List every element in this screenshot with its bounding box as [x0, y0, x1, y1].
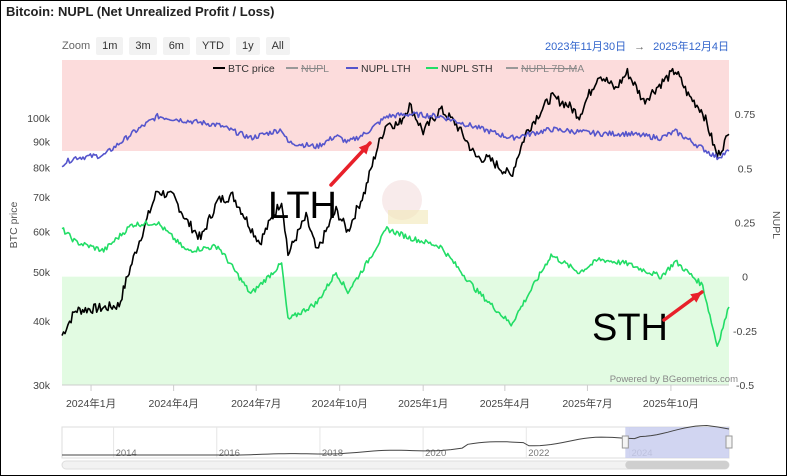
profit-zone [62, 60, 729, 151]
chart-title: Bitcoin: NUPL (Net Unrealized Profit / L… [6, 4, 275, 19]
series-line-nupl-sth [61, 220, 730, 347]
range-arrow: → [634, 41, 646, 53]
legend-label: NUPL LTH [361, 63, 411, 75]
navigator-year-label: 2016 [219, 448, 240, 459]
y-right-tick-label: 0.75 [735, 109, 756, 121]
lth-annotation: LTH [268, 185, 337, 227]
navigator-right-handle[interactable] [725, 435, 733, 449]
navigator-year-label: 2020 [425, 448, 446, 459]
zoom-all-button[interactable]: All [265, 37, 290, 55]
date-to-input[interactable]: 2025年12月4日 [653, 41, 729, 53]
navigator-scrollbar-thumb[interactable] [625, 461, 729, 469]
legend-label: BTC price [228, 63, 275, 75]
arrow-head [358, 143, 370, 155]
navigator-left-handle[interactable] [621, 435, 629, 449]
zoom-3m-button[interactable]: 3m [129, 37, 157, 55]
series-line-btc-price [61, 67, 730, 336]
y-right-tick-label: 0.5 [738, 163, 753, 175]
zoom-6m-button[interactable]: 6m [162, 37, 190, 55]
sth-arrow [662, 290, 704, 322]
arrow-head [690, 292, 702, 303]
watermark-logo [382, 180, 428, 224]
x-tick-label: 2024年7月 [231, 397, 281, 410]
y-left-tick-label: 80k [33, 163, 51, 175]
legend-label: NUPL STH [441, 63, 493, 75]
x-tick-label: 2024年10月 [312, 397, 368, 410]
y-left-tick-label: 50k [33, 267, 51, 279]
legend-item[interactable]: NUPL LTH [346, 63, 411, 75]
zoom-ytd-button[interactable]: YTD [195, 37, 230, 55]
zoom-1m-button[interactable]: 1m [96, 37, 124, 55]
navigator-sparkline [62, 424, 730, 456]
y-left-tick-label: 90k [33, 137, 51, 149]
navigator-frame [61, 426, 730, 459]
navigator-window[interactable] [625, 427, 729, 458]
y-left-axis-title: BTC price [8, 202, 20, 249]
y-right-tick-label: -0.25 [733, 326, 757, 338]
watermark-bar [388, 210, 428, 224]
legend-item[interactable]: NUPL STH [426, 63, 493, 75]
navigator-year-label: 2014 [116, 448, 137, 459]
legend-item[interactable]: NUPL [286, 63, 329, 75]
date-range: 2023年11月30日 → 2025年12月4日 [545, 38, 729, 54]
zoom-label: Zoom [62, 40, 91, 52]
x-tick-label: 2024年1月 [66, 397, 116, 410]
x-tick-label: 2025年1月 [398, 397, 448, 410]
lth-arrow [329, 141, 372, 187]
date-from-input[interactable]: 2023年11月30日 [545, 41, 627, 53]
series-line-nupl-lth [61, 111, 730, 168]
y-left-tick-label: 60k [33, 226, 51, 238]
y-right-tick-label: -0.5 [736, 380, 754, 392]
y-left-tick-label: 40k [33, 316, 51, 328]
y-left-tick-label: 30k [33, 380, 51, 392]
y-right-tick-label: 0 [742, 272, 748, 284]
sth-annotation: STH [592, 307, 668, 349]
x-tick-label: 2024年4月 [149, 397, 199, 410]
x-tick-label: 2025年4月 [480, 397, 530, 410]
x-tick-label: 2025年10月 [643, 397, 699, 410]
legend-item[interactable]: BTC price [213, 63, 275, 75]
y-right-axis-title: NUPL [770, 211, 782, 239]
navigator-year-label: 2022 [528, 448, 549, 459]
credit-label: Powered by BGeometrics.com [610, 374, 738, 385]
zoom-1y-button[interactable]: 1y [235, 37, 260, 55]
loss-zone [62, 276, 729, 385]
zoom-bar: Zoom 1m 3m 6m YTD 1y All [62, 37, 296, 55]
x-tick-label: 2025年7月 [562, 397, 612, 410]
y-left-tick-label: 70k [33, 192, 51, 204]
y-left-tick-label: 100k [27, 113, 51, 125]
legend-item[interactable]: NUPL 7D-MA [506, 63, 584, 75]
y-right-tick-label: 0.25 [735, 218, 756, 230]
